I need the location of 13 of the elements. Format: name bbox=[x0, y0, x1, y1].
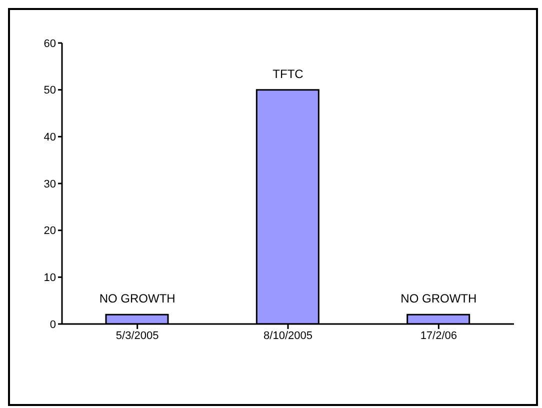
y-tick-label: 20 bbox=[44, 225, 56, 238]
y-tick-label: 40 bbox=[44, 132, 56, 144]
annotation: NO GROWTH bbox=[400, 292, 477, 306]
x-tick-label: 8/10/2005 bbox=[264, 330, 312, 342]
y-tick-label: 50 bbox=[44, 84, 56, 97]
annotation: NO GROWTH bbox=[99, 292, 176, 306]
annotation: TFTC bbox=[272, 66, 304, 81]
y-tick-label: 0 bbox=[50, 318, 56, 331]
y-tick-label: 10 bbox=[44, 272, 56, 284]
x-tick-label: 5/3/2005 bbox=[116, 330, 159, 342]
x-tick-label: 17/2/06 bbox=[420, 330, 458, 342]
y-tick-label: 60 bbox=[44, 38, 56, 50]
y-tick-label: 30 bbox=[44, 178, 56, 190]
